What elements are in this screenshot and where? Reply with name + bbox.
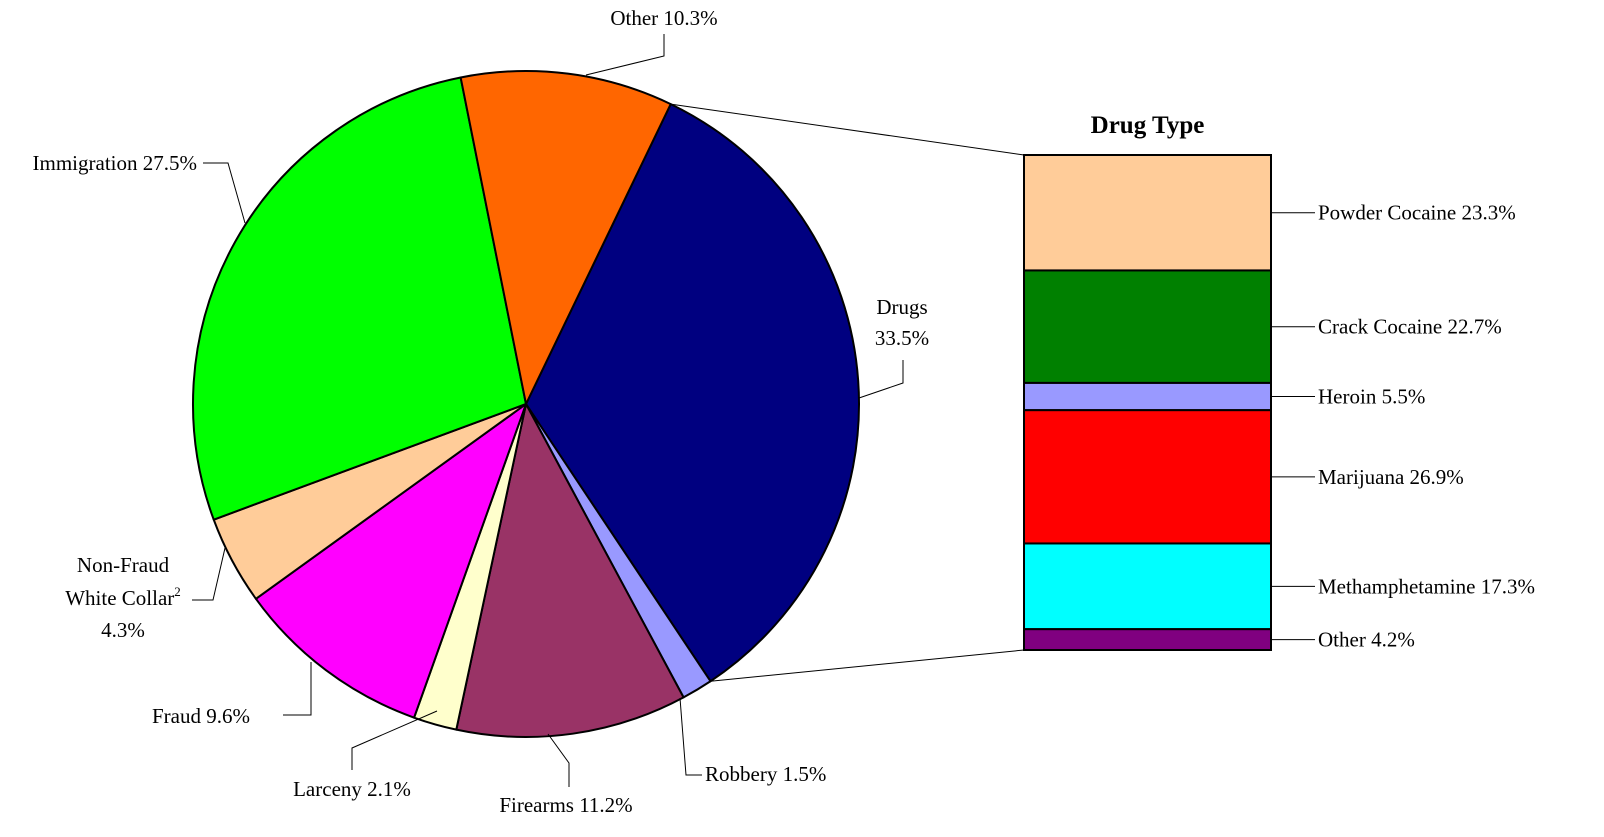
pie-label-firearms: Firearms 11.2% <box>499 793 632 817</box>
pie-label-robbery: Robbery 1.5% <box>705 762 826 786</box>
bar-title: Drug Type <box>1091 112 1205 139</box>
chart-labels: Drug Type Powder Cocaine 23.3% Crack Cocai… <box>33 6 1535 817</box>
pie-leader-drugs <box>858 360 904 399</box>
pie-leader-non-fraud-white-collar <box>192 547 226 601</box>
drug-type-stacked-bar <box>1023 154 1272 652</box>
pie-slice-other <box>459 70 672 405</box>
bar-segment-methamphetamine <box>1023 542 1272 631</box>
bar-label-crack-cocaine: Crack Cocaine 22.7% <box>1318 315 1502 339</box>
pie-label-non-fraud-white-collar-line2: White Collar2 <box>65 584 181 610</box>
connector-bottom <box>710 649 1025 682</box>
pie-slice-drugs <box>525 103 860 683</box>
pie-label-larceny: Larceny 2.1% <box>293 777 411 801</box>
bar-segment-other <box>1023 628 1272 652</box>
pie-leader-other <box>585 34 665 76</box>
pie-label-fraud: Fraud 9.6% <box>152 704 250 728</box>
bar-segment-marijuana <box>1023 409 1272 545</box>
bar-label-powder-cocaine: Powder Cocaine 23.3% <box>1318 201 1516 225</box>
pie-leader-robbery <box>679 697 702 776</box>
connector-top <box>670 103 1025 156</box>
bar-label-methamphetamine: Methamphetamine 17.3% <box>1318 574 1535 598</box>
pie-label-drugs-line1: Drugs <box>876 295 927 319</box>
bar-label-marijuana: Marijuana 26.9% <box>1318 465 1464 489</box>
bar-segment-crack-cocaine <box>1023 269 1272 384</box>
pie-label-other: Other 10.3% <box>610 6 717 30</box>
pie-slice-firearms <box>455 403 685 738</box>
footnote-marker: 2 <box>174 584 181 599</box>
pie-label-non-fraud-white-collar-line1: Non-Fraud <box>77 553 170 577</box>
pie-label-non-fraud-white-collar-line3: 4.3% <box>101 618 145 642</box>
bar-segment-heroin <box>1023 381 1272 412</box>
pie-slice-immigration <box>192 76 527 521</box>
bar-segment-powder-cocaine <box>1023 154 1272 272</box>
pie-label-drugs-line2: 33.5% <box>875 326 929 350</box>
pie-to-bar-connectors <box>670 103 1025 682</box>
pie-leader-larceny <box>351 710 438 770</box>
bar-label-other: Other 4.2% <box>1318 628 1415 652</box>
pie-leader-fraud <box>283 662 312 716</box>
bar-label-heroin: Heroin 5.5% <box>1318 385 1425 409</box>
pie-label-immigration: Immigration 27.5% <box>33 151 197 175</box>
pie-leader-immigration <box>203 162 246 224</box>
offense-pie-chart <box>192 70 860 738</box>
pie-slice-fraud <box>254 403 527 719</box>
pie-leader-firearms <box>547 733 570 787</box>
